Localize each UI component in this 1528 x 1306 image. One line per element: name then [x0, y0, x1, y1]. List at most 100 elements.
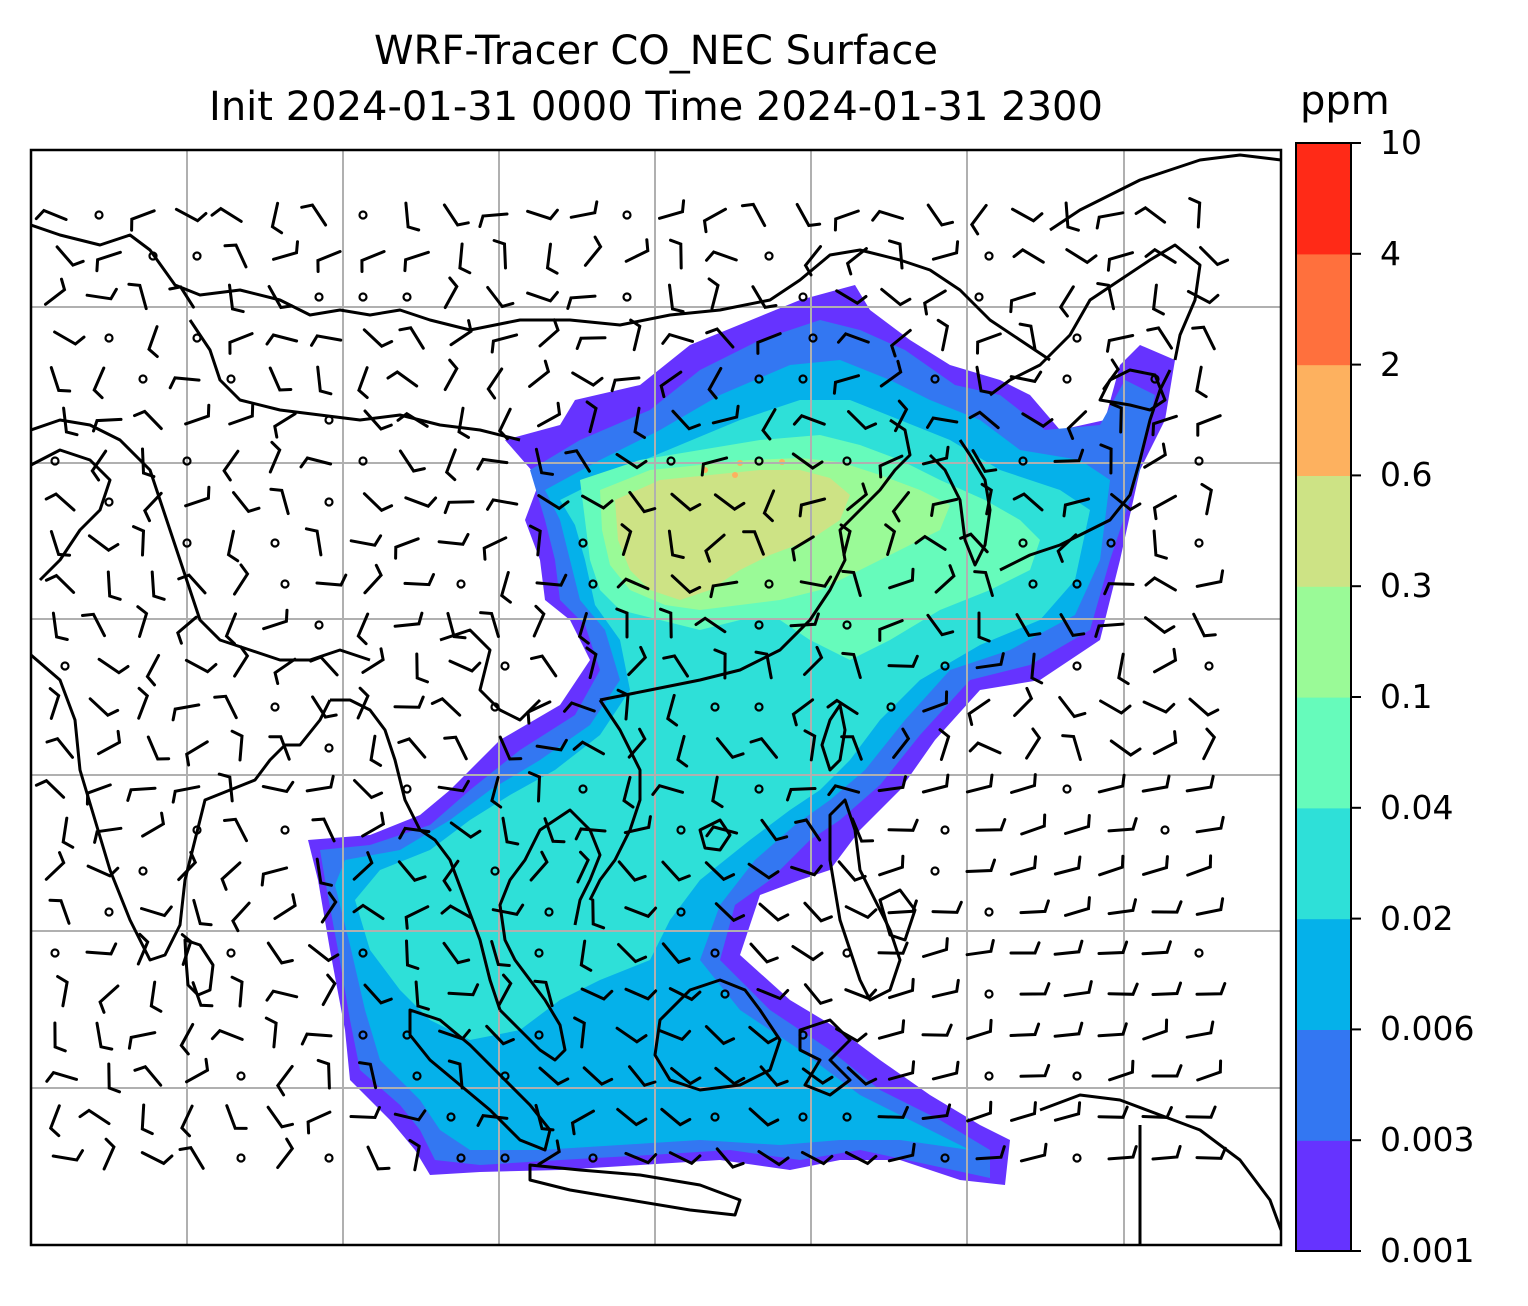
wind-barb — [404, 905, 430, 930]
concentration-field — [308, 285, 1175, 1185]
wind-barb — [977, 611, 991, 643]
wind-barb — [579, 939, 593, 972]
wind-barb — [1058, 285, 1075, 318]
wind-barb — [184, 485, 211, 508]
wind-barb — [369, 734, 383, 767]
calm-wind-marker — [456, 579, 466, 589]
wind-barb — [321, 973, 337, 1006]
wind-barb — [585, 400, 598, 434]
wind-barb — [443, 500, 475, 515]
calm-wind-marker — [1194, 456, 1204, 466]
wind-barb — [476, 457, 509, 471]
wind-barb — [827, 784, 861, 797]
wind-barb — [835, 1027, 868, 1043]
calm-wind-marker — [710, 702, 720, 712]
wind-barb — [275, 1064, 294, 1097]
wind-barb — [92, 417, 123, 433]
wind-barb — [670, 492, 702, 512]
wind-barb — [884, 523, 897, 556]
wind-barb — [1152, 730, 1178, 755]
wind-barb — [363, 409, 393, 431]
wind-barb — [150, 570, 166, 601]
calm-wind-marker — [1204, 661, 1214, 671]
wind-barb — [714, 902, 746, 923]
calm-wind-marker — [270, 538, 280, 548]
wind-barb — [887, 654, 919, 668]
wind-barb — [799, 575, 833, 588]
wind-barb — [535, 573, 568, 587]
wind-barb — [627, 727, 647, 759]
calm-wind-marker — [50, 456, 60, 466]
wind-barb — [360, 250, 386, 273]
calm-wind-marker — [490, 866, 500, 876]
wind-barb — [694, 616, 727, 634]
wind-barb — [267, 285, 294, 310]
wind-barb — [266, 1105, 294, 1129]
wind-barb — [670, 1067, 702, 1086]
wind-barb — [49, 366, 72, 393]
wind-barb — [92, 366, 106, 400]
wind-barb — [803, 645, 824, 676]
wind-barb — [651, 783, 684, 796]
wind-barb — [300, 203, 328, 227]
wind-barb — [1151, 1064, 1183, 1078]
wind-barb — [803, 901, 833, 923]
wind-barb — [1188, 697, 1220, 717]
wind-barb — [149, 980, 163, 1013]
wind-barb — [168, 285, 195, 309]
wind-barb — [269, 487, 290, 516]
wind-barb — [273, 657, 297, 685]
wind-barb — [362, 328, 394, 348]
wind-barb — [356, 686, 370, 720]
wind-barb — [891, 491, 910, 523]
wind-barb — [803, 729, 817, 762]
wind-barb — [1195, 365, 1208, 399]
calm-wind-marker — [1194, 948, 1204, 958]
wind-barb — [707, 367, 723, 400]
wind-barb — [177, 850, 198, 882]
coastline-segment — [31, 223, 1051, 362]
wind-barb — [140, 905, 173, 918]
wind-barb — [1195, 569, 1225, 588]
wind-barb — [700, 456, 729, 477]
coastline-segment — [498, 808, 602, 1062]
wind-barb — [449, 319, 473, 347]
wind-barb — [757, 1150, 790, 1167]
calm-wind-marker — [798, 374, 808, 384]
wind-barb — [668, 1151, 702, 1166]
wind-barb — [1195, 1146, 1227, 1160]
wind-barb — [393, 1109, 427, 1122]
wind-barb — [1053, 939, 1084, 956]
wind-barb — [230, 975, 244, 1008]
wind-barb — [803, 245, 822, 277]
wind-barb — [791, 945, 824, 962]
wind-barb — [95, 1021, 114, 1051]
calm-wind-marker — [358, 456, 368, 466]
wind-barb — [231, 901, 251, 933]
wind-barb — [760, 818, 789, 842]
wind-barb — [534, 1103, 555, 1132]
calm-wind-marker — [940, 825, 950, 835]
calm-wind-marker — [314, 292, 324, 302]
wind-barb — [581, 494, 614, 510]
wind-barb — [86, 864, 120, 878]
calm-wind-marker — [236, 1153, 246, 1163]
wind-barb — [476, 1113, 509, 1127]
calm-wind-marker — [280, 825, 290, 835]
wind-barb — [140, 1151, 174, 1166]
wind-barb — [537, 494, 570, 511]
wind-barb — [232, 491, 261, 514]
calm-wind-marker — [622, 292, 632, 302]
wind-barb — [228, 403, 255, 426]
wind-barb — [845, 247, 868, 276]
wind-barb — [563, 701, 596, 713]
wind-barb — [217, 772, 234, 803]
wind-barb — [877, 941, 909, 955]
wind-barb — [671, 409, 701, 431]
wind-barb — [1058, 696, 1087, 719]
coastline-segment — [31, 448, 112, 582]
calm-wind-marker — [676, 825, 686, 835]
wind-barb — [106, 570, 122, 601]
wind-barb — [930, 497, 959, 517]
wind-barb — [658, 1029, 692, 1042]
